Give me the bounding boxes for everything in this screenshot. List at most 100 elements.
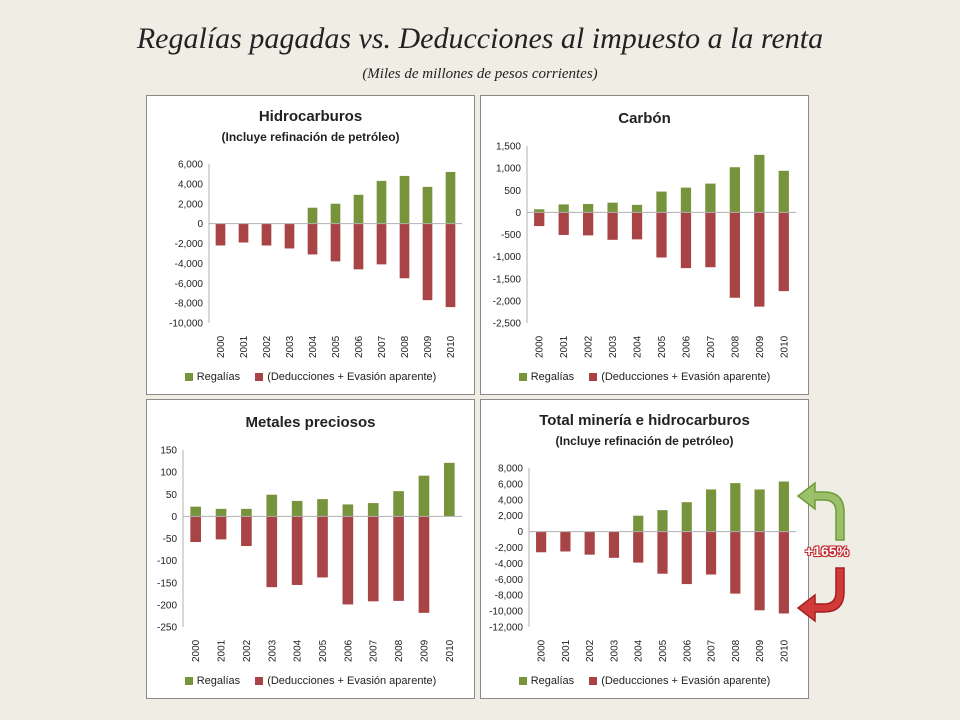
y-tick-label: -50 [163,534,178,545]
x-tick-label: 2004 [633,335,644,358]
legend-label: (Deducciones + Evasión aparente) [267,371,437,383]
bar-regalias [778,481,789,532]
y-tick-label: 6,000 [178,160,203,171]
x-tick-label: 2003 [267,639,278,662]
bar-deducciones [284,223,295,249]
bar-deducciones [633,531,644,563]
bar-deducciones [608,531,620,558]
y-tick-label: 0 [517,527,523,538]
x-tick-label: 2006 [354,335,365,358]
bar-regalias [705,183,716,213]
legend-swatch [255,677,264,686]
x-tick-label: 2008 [730,335,741,358]
bar-deducciones [560,531,571,552]
page-title: Regalías pagadas vs. Deducciones al impu… [136,22,824,55]
x-tick-label: 2005 [657,335,668,358]
x-tick-label: 2009 [419,639,430,662]
x-tick-label: 2008 [400,335,411,358]
x-tick-label: 2006 [681,335,692,358]
bar-deducciones [778,212,789,292]
y-tick-label: 4,000 [178,179,203,190]
x-tick-label: 2000 [191,639,202,662]
x-tick-label: 2002 [585,639,596,662]
x-tick-label: 2000 [535,335,546,358]
chart-panel-metales-preciosos: Metales preciosos 150 100 50 0 -50 -100 -150 -2… [146,399,475,699]
bar-deducciones [656,212,667,258]
y-tick-label: -8,000 [495,591,524,602]
x-tick-label: 2008 [731,639,742,662]
legend-item-regalias: Regalías [518,675,574,687]
x-tick-label: 2007 [706,335,717,358]
y-tick-label: 500 [504,186,521,197]
x-tick-label: 2004 [293,639,304,662]
bar-deducciones [241,516,252,547]
x-tick-label: 2006 [682,639,693,662]
x-tick-label: 2005 [331,335,342,358]
x-tick-label: 2001 [217,639,228,662]
chart-title: Metales preciosos [245,414,376,431]
bar-regalias [190,506,202,517]
bar-deducciones [317,516,328,578]
legend-swatch [589,373,598,382]
y-tick-label: 8,000 [498,464,523,475]
legend-swatch [518,677,527,686]
x-tick-label: 2007 [369,639,380,662]
y-tick-label: -12,000 [489,623,523,634]
bar-regalias [534,209,545,213]
chart-legend: Regalías (Deducciones + Evasión aparente… [147,675,474,687]
chart-plot: 6,000 4,000 2,000 0 -2,000 -4,000 -6,000 -8,000… [169,160,462,358]
bar-deducciones [307,223,318,255]
y-tick-label: -10,000 [489,607,523,618]
legend-item-deducciones: (Deducciones + Evasión aparente) [589,675,770,687]
y-tick-label: -10,000 [169,319,203,330]
y-tick-label: -2,000 [175,239,204,250]
bar-regalias [241,508,252,517]
y-tick-label: -500 [501,230,521,241]
bar-regalias [266,494,278,517]
bar-deducciones [754,212,765,307]
legend-item-regalias: Regalías [184,371,240,383]
legend-item-regalias: Regalías [518,371,575,383]
bar-regalias [443,462,455,517]
chart-legend: Regalías (Deducciones + Evasión aparente… [481,675,808,687]
legend-label: Regalías [196,675,241,687]
chart-title: Total minería e hidrocarburos [539,412,750,429]
bar-deducciones [730,531,741,594]
bar-regalias [215,508,227,517]
bar-regalias [583,203,594,213]
bar-regalias [680,187,692,213]
y-tick-label: -1,500 [493,274,522,285]
x-tick-label: 2000 [216,335,227,358]
bar-regalias [754,154,765,213]
x-tick-label: 2010 [446,335,457,358]
bar-regalias [633,515,644,532]
y-tick-label: -100 [157,556,177,567]
x-tick-label: 2008 [394,639,405,662]
bar-deducciones [445,223,456,308]
bar-regalias [445,171,456,224]
y-tick-label: 0 [515,208,521,219]
legend-swatch [589,677,598,686]
chart-title: Carbón [618,110,671,127]
bar-deducciones [238,223,249,243]
bar-deducciones [607,212,618,240]
bar-regalias [558,204,569,213]
bar-deducciones [536,531,547,553]
y-tick-label: 4,000 [498,495,523,506]
legend-swatch [184,677,193,686]
legend-label: Regalías [530,371,575,383]
bar-regalias [656,191,667,213]
bar-deducciones [261,223,272,246]
y-tick-label: -200 [157,600,177,611]
y-tick-label: 0 [171,512,177,523]
page-subtitle: (Miles de millones de pesos corrientes) [362,66,598,82]
bar-regalias [422,186,433,224]
bar-deducciones [291,516,303,585]
x-tick-label: 2002 [584,335,595,358]
bar-deducciones [367,516,379,602]
bar-regalias [607,202,618,213]
bar-deducciones [657,531,668,574]
x-tick-label: 2003 [608,335,619,358]
y-tick-label: 2,000 [178,199,203,210]
bar-regalias [353,194,364,224]
